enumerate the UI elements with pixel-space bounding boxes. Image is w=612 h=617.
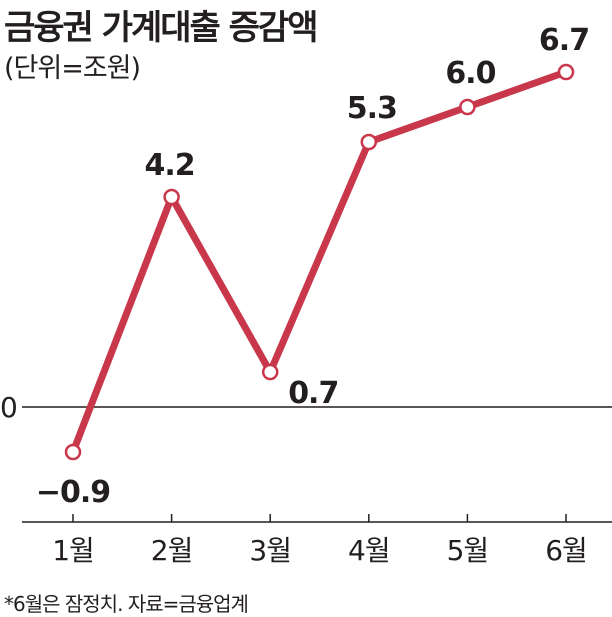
x-tick-label: 1월 bbox=[52, 534, 94, 567]
data-label: 6.7 bbox=[539, 23, 589, 58]
unit-label: (단위=조원) bbox=[4, 53, 141, 84]
data-label: 4.2 bbox=[145, 148, 195, 183]
series-line bbox=[69, 68, 570, 456]
markers bbox=[64, 63, 575, 461]
footnote: *6월은 잠정치. 자료=금융업계 bbox=[4, 592, 249, 616]
x-tick-label: 4월 bbox=[348, 534, 390, 567]
data-point-marker bbox=[557, 63, 575, 81]
data-point-marker bbox=[64, 443, 82, 461]
series-line-layer bbox=[69, 68, 570, 456]
chart-title: 금융권 가계대출 증감액 bbox=[4, 8, 318, 48]
x-tick-labels: 1월 2월 3월 4월 5월 6월 bbox=[52, 534, 588, 567]
data-label: 5.3 bbox=[347, 91, 397, 126]
data-point-marker bbox=[163, 188, 180, 206]
data-point-marker bbox=[459, 98, 476, 116]
x-tick-label: 6월 bbox=[545, 534, 587, 567]
x-tick-label: 2월 bbox=[151, 534, 193, 567]
data-label: −0.9 bbox=[36, 475, 110, 510]
x-tick-label: 3월 bbox=[249, 534, 291, 567]
data-labels: −0.9 4.2 0.7 5.3 6.0 6.7 bbox=[36, 23, 590, 510]
data-label: 0.7 bbox=[288, 376, 338, 411]
data-point-marker bbox=[261, 363, 279, 381]
data-label: 6.0 bbox=[445, 56, 495, 91]
data-point-marker bbox=[360, 133, 378, 151]
x-tick-label: 5월 bbox=[447, 534, 489, 567]
zero-tick-label: 0 bbox=[0, 391, 18, 424]
axes: 0 bbox=[0, 391, 612, 523]
